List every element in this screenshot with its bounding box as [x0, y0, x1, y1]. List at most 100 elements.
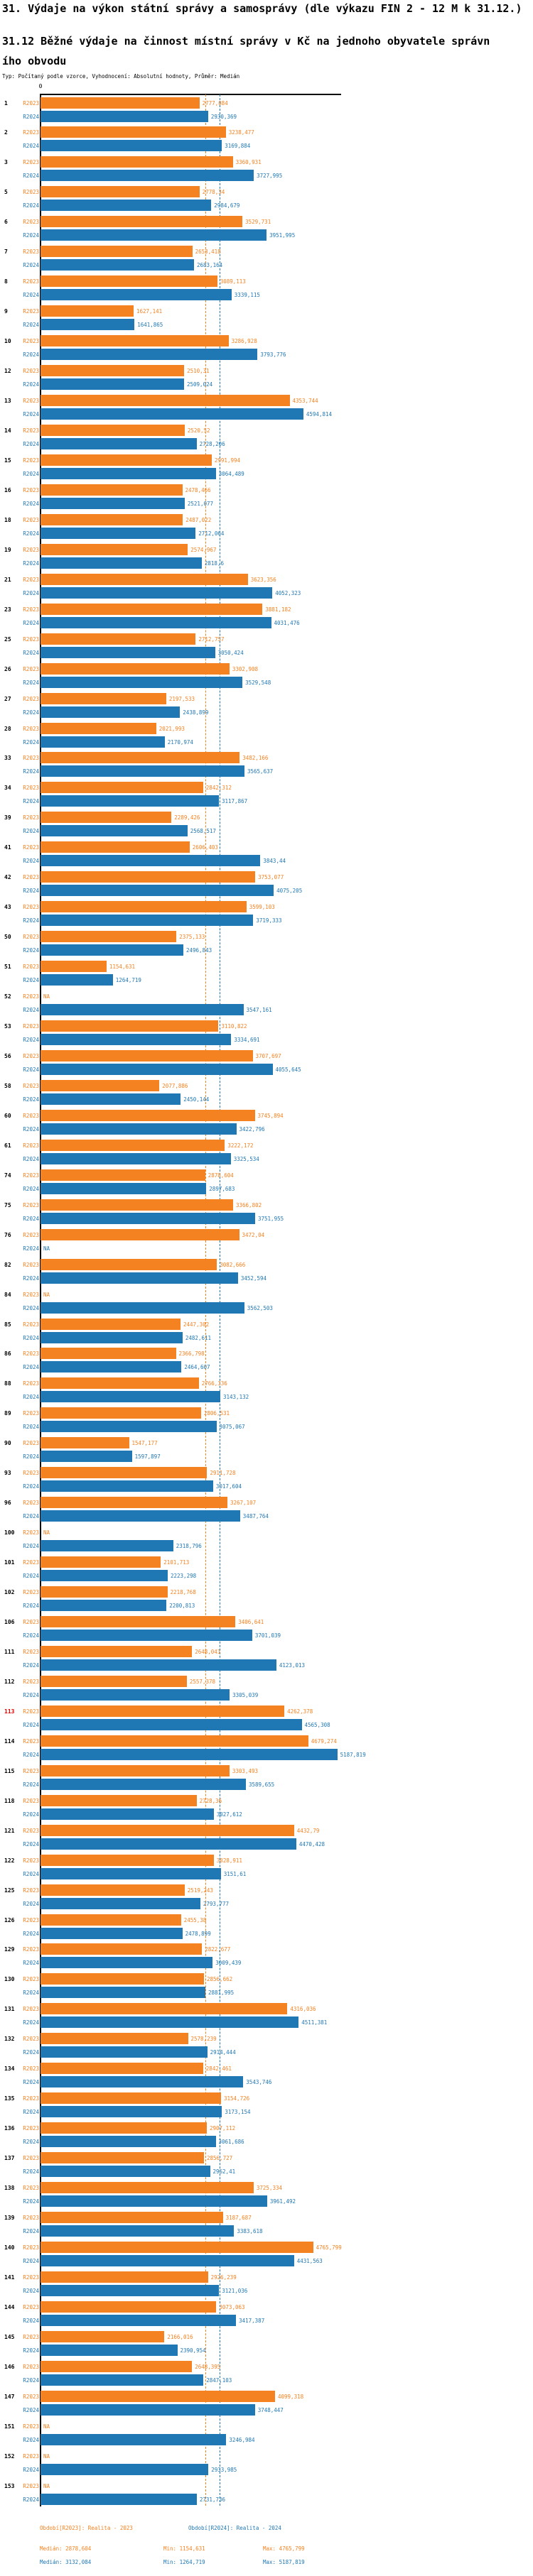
row-id-label: 115 — [4, 1767, 15, 1774]
value-label-r2024: 4594,814 — [306, 411, 333, 417]
series-label-r2023: R2023 — [23, 1201, 39, 1208]
bar-r2024 — [41, 170, 254, 182]
value-label-r2024: 2914,444 — [210, 2049, 236, 2056]
series-label-r2024: R2024 — [23, 2436, 39, 2443]
series-label-r2024: R2024 — [23, 1661, 39, 1669]
value-label-r2024: 3751,955 — [258, 1215, 284, 1222]
series-label-r2023: R2023 — [23, 2393, 39, 2400]
value-label-r2024: 2847,103 — [206, 2376, 232, 2384]
series-label-r2023: R2023 — [23, 368, 39, 374]
row-id-label: 90 — [4, 1440, 11, 1447]
row-id-label: 136 — [4, 2125, 15, 2132]
bar-r2023 — [41, 633, 196, 645]
value-label-r2024: 3151,61 — [223, 1870, 247, 1877]
bar-r2023 — [41, 1616, 236, 1627]
series-label-r2024: R2024 — [23, 947, 39, 954]
bar-r2023 — [41, 1407, 201, 1419]
value-label-r2024: 2897,683 — [209, 1185, 235, 1192]
value-label-r2024: 2930,369 — [210, 113, 237, 120]
value-label-r2023: 2520,52 — [187, 427, 210, 434]
series-label-r2023: R2023 — [23, 1142, 39, 1149]
value-label-r2023: 2911,728 — [210, 1470, 236, 1477]
bar-r2024 — [41, 1748, 338, 1760]
series-label-r2023: R2023 — [23, 725, 39, 732]
series-label-r2023: R2023 — [23, 278, 39, 285]
bar-r2023 — [41, 425, 185, 436]
row-id-label: 118 — [4, 1797, 15, 1804]
value-label-r2024: 2728,206 — [199, 441, 225, 447]
value-label-r2023: 3222,172 — [227, 1142, 254, 1149]
value-label-r2023: 3623,356 — [250, 576, 276, 583]
value-label-r2023: 4765,799 — [316, 2244, 342, 2251]
row-id-label: 33 — [4, 755, 11, 762]
bar-r2023 — [41, 1914, 181, 1926]
value-label-r2023: 4679,274 — [311, 1737, 337, 1745]
row-id-label: 147 — [4, 2393, 15, 2400]
value-label-r2023: 3110,822 — [221, 1023, 247, 1030]
value-label-r2023: 4432,79 — [296, 1827, 320, 1834]
value-label-r2023: 2519,243 — [187, 1887, 213, 1894]
series-label-r2024: R2024 — [23, 1364, 39, 1371]
x-axis-line — [41, 94, 341, 95]
series-label-r2023: R2023 — [23, 1023, 39, 1030]
row-id-label: 42 — [4, 874, 11, 881]
value-label-r2023: 2478,466 — [185, 486, 211, 493]
value-label-r2023: 3028,911 — [216, 1857, 242, 1864]
value-label-r2024: 3064,489 — [218, 470, 244, 477]
value-label-r2024: 2496,843 — [186, 947, 212, 954]
series-label-r2024: R2024 — [23, 1037, 39, 1043]
series-label-r2023: R2023 — [23, 1767, 39, 1774]
bar-r2023 — [41, 1973, 204, 1985]
series-label-r2023: R2023 — [23, 2363, 39, 2370]
row-id-label: 121 — [4, 1827, 15, 1834]
series-label-r2023: R2023 — [23, 1172, 39, 1179]
series-label-r2024: R2024 — [23, 530, 39, 537]
series-label-r2023: R2023 — [23, 427, 39, 434]
bar-r2023 — [41, 1437, 129, 1449]
legend-period-r2024: Období[R2024]: Realita - 2024 — [188, 2525, 281, 2531]
bar-r2023 — [41, 1377, 199, 1390]
row-id-label: 100 — [4, 1529, 15, 1537]
value-label-r2023: 4262,378 — [287, 1708, 313, 1715]
bar-r2024 — [41, 289, 232, 301]
series-label-r2023: R2023 — [23, 1619, 39, 1625]
series-label-r2023: R2023 — [23, 2303, 39, 2310]
series-label-r2024: R2024 — [23, 2257, 39, 2264]
series-label-r2023: R2023 — [23, 2185, 39, 2191]
row-id-label: 111 — [4, 1648, 15, 1655]
value-label-r2024: 3562,503 — [247, 1304, 273, 1311]
row-id-label: 8 — [4, 278, 8, 285]
bar-r2024 — [41, 349, 258, 361]
series-label-r2024: R2024 — [23, 1900, 39, 1907]
series-label-r2024: R2024 — [23, 2109, 39, 2116]
series-label-r2023: R2023 — [23, 1708, 39, 1715]
series-label-r2024: R2024 — [23, 2168, 39, 2176]
series-label-r2023: R2023 — [23, 695, 39, 702]
row-id-label: 28 — [4, 725, 11, 732]
value-label-r2024: 3961,492 — [269, 2198, 296, 2205]
series-label-r2023: R2023 — [23, 2036, 39, 2043]
meta-line: Typ: Počítaný podle vzorce, Vyhodnocení:… — [2, 73, 240, 80]
series-label-r2024: R2024 — [23, 1096, 39, 1103]
bar-r2024 — [41, 2493, 197, 2505]
bar-r2023 — [41, 2390, 275, 2402]
bar-r2023 — [41, 1258, 217, 1270]
value-label-r2023: 2907,112 — [210, 2125, 236, 2132]
value-label-r2024: 3793,776 — [260, 351, 286, 359]
bar-r2023 — [41, 662, 230, 675]
value-label-r2023: 2077,886 — [162, 1082, 188, 1089]
series-label-r2023: R2023 — [23, 99, 39, 107]
value-label-r2024: 3719,333 — [256, 917, 282, 924]
series-label-r2024: R2024 — [23, 1691, 39, 1698]
bar-r2023 — [41, 2360, 193, 2372]
bar-r2024 — [41, 646, 215, 658]
series-label-r2023: R2023 — [23, 2244, 39, 2251]
bar-r2023 — [41, 931, 177, 943]
row-id-label: 74 — [4, 1172, 11, 1179]
series-label-r2023: R2023 — [23, 1410, 39, 1417]
row-id-label: 114 — [4, 1737, 15, 1745]
bar-r2024 — [41, 706, 181, 718]
value-label-r2024: 2390,954 — [180, 2347, 206, 2354]
bar-r2023 — [41, 305, 134, 317]
bar-r2024 — [41, 1182, 207, 1194]
